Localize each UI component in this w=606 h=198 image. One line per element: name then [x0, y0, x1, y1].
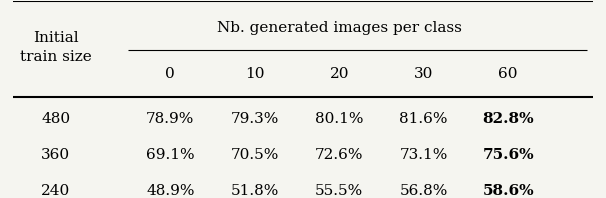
- Text: 56.8%: 56.8%: [399, 184, 448, 198]
- Text: 30: 30: [414, 67, 433, 81]
- Text: 10: 10: [245, 67, 264, 81]
- Text: 480: 480: [41, 112, 70, 126]
- Text: 78.9%: 78.9%: [146, 112, 195, 126]
- Text: 70.5%: 70.5%: [230, 148, 279, 162]
- Text: 55.5%: 55.5%: [315, 184, 364, 198]
- Text: Nb. generated images per class: Nb. generated images per class: [217, 21, 462, 35]
- Text: Initial
train size: Initial train size: [20, 31, 92, 64]
- Text: 58.6%: 58.6%: [482, 184, 534, 198]
- Text: 240: 240: [41, 184, 70, 198]
- Text: 72.6%: 72.6%: [315, 148, 364, 162]
- Text: 79.3%: 79.3%: [230, 112, 279, 126]
- Text: 75.6%: 75.6%: [482, 148, 534, 162]
- Text: 51.8%: 51.8%: [230, 184, 279, 198]
- Text: 60: 60: [498, 67, 518, 81]
- Text: 80.1%: 80.1%: [315, 112, 364, 126]
- Text: 82.8%: 82.8%: [482, 112, 534, 126]
- Text: 0: 0: [165, 67, 175, 81]
- Text: 73.1%: 73.1%: [399, 148, 448, 162]
- Text: 360: 360: [41, 148, 70, 162]
- Text: 20: 20: [330, 67, 349, 81]
- Text: 81.6%: 81.6%: [399, 112, 448, 126]
- Text: 69.1%: 69.1%: [146, 148, 195, 162]
- Text: 48.9%: 48.9%: [146, 184, 195, 198]
